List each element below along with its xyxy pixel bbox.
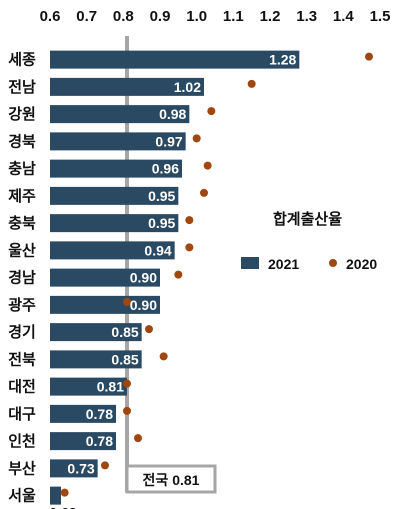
- bar-2021: [50, 377, 127, 396]
- legend: 합계출산율 2021 2020: [241, 211, 377, 272]
- value-label: 1.28: [269, 52, 296, 68]
- category-label: 전남: [8, 79, 36, 96]
- value-label: 1.02: [174, 79, 201, 95]
- x-tick-label: 1.5: [370, 8, 391, 25]
- dot-2020: [60, 488, 69, 497]
- dot-2020: [134, 434, 142, 443]
- x-tick-label: 1.0: [186, 8, 207, 25]
- bar-2021: [50, 459, 98, 478]
- category-label: 전북: [8, 351, 36, 368]
- bar-2021: [50, 159, 182, 178]
- dot-2020: [174, 270, 183, 279]
- dot-2020: [203, 161, 212, 170]
- category-label: 대전: [8, 379, 36, 396]
- category-label: 세종: [8, 52, 36, 69]
- category-label: 울산: [8, 242, 36, 259]
- bar-2021: [50, 186, 179, 205]
- dot-2020: [207, 107, 216, 116]
- value-label: 0.85: [111, 324, 138, 340]
- bars-2021: [50, 50, 300, 505]
- value-label: 0.90: [130, 270, 157, 286]
- bar-2021: [50, 50, 300, 69]
- bar-2021: [50, 350, 142, 369]
- bar-2021: [50, 105, 190, 124]
- value-labels: 1.28 1.02 0.98 0.97 0.96 0.95 0.95 0.94 0.90 0.90…: [49, 52, 296, 509]
- legend-label-2021: 2021: [268, 256, 299, 272]
- bar-2021: [50, 486, 61, 505]
- dot-2020: [159, 352, 168, 361]
- bar-2021: [50, 404, 116, 423]
- value-label: 0.98: [159, 106, 186, 122]
- value-label: 0.97: [155, 133, 182, 149]
- value-label: 0.73: [67, 460, 94, 476]
- bar-2021: [50, 132, 186, 151]
- value-label: 0.95: [148, 215, 175, 231]
- category-label: 부산: [8, 460, 36, 477]
- value-label: 0.78: [86, 433, 113, 449]
- category-label: 충남: [8, 161, 36, 178]
- value-label: 0.90: [130, 297, 157, 313]
- value-label: 0.95: [148, 188, 175, 204]
- bar-2021: [50, 432, 116, 451]
- reference-line-group: 전국 0.81: [125, 36, 217, 494]
- legend-dot-2020: [329, 259, 337, 267]
- dot-2020: [247, 79, 256, 88]
- x-tick-label: 1.2: [260, 8, 281, 25]
- legend-swatch-2021: [241, 257, 259, 269]
- category-label: 강원: [8, 105, 36, 123]
- dot-2020: [365, 52, 373, 61]
- category-label: 제주: [8, 188, 36, 205]
- x-tick-label: 1.1: [223, 8, 244, 25]
- legend-title: 합계출산율: [273, 211, 342, 228]
- value-label: 0.63: [49, 505, 76, 509]
- x-tick-label: 0.6: [40, 8, 61, 25]
- dot-2020: [123, 297, 131, 306]
- value-label: 0.96: [152, 161, 179, 177]
- legend-label-2020: 2020: [346, 256, 377, 272]
- category-label: 충북: [8, 215, 36, 232]
- x-tick-label: 1.3: [296, 8, 317, 25]
- bar-2021: [50, 77, 204, 96]
- bar-2021: [50, 268, 160, 287]
- dot-2020: [145, 325, 153, 334]
- x-tick-label: 1.4: [333, 8, 355, 25]
- reference-label-box: [125, 464, 217, 494]
- dot-2020: [101, 461, 109, 470]
- dot-2020: [123, 406, 131, 415]
- dot-2020: [185, 243, 194, 252]
- bar-2021: [50, 214, 179, 233]
- value-label: 0.85: [111, 351, 138, 367]
- x-tick-label: 0.9: [150, 8, 171, 25]
- category-label: 경기: [8, 323, 36, 341]
- category-label: 서울: [8, 488, 36, 505]
- category-label: 경북: [8, 132, 36, 150]
- dot-2020: [123, 379, 131, 388]
- category-label: 대구: [8, 406, 36, 423]
- value-label: 0.94: [144, 242, 171, 258]
- dot-2020: [200, 188, 208, 197]
- bar-2021: [50, 241, 175, 260]
- category-label: 인천: [8, 432, 36, 450]
- x-tick-label: 0.7: [76, 8, 97, 25]
- category-label: 광주: [8, 296, 36, 314]
- bar-2021: [50, 323, 142, 342]
- x-axis-ticks: 0.6 0.7 0.8 0.9 1.0 1.1 1.2 1.3 1.4 1.5: [40, 8, 391, 25]
- value-label: 0.78: [86, 406, 113, 422]
- dot-2020: [192, 134, 201, 143]
- dots-2020: [60, 52, 373, 497]
- bar-2021: [50, 295, 160, 314]
- category-label: 경남: [8, 269, 36, 287]
- x-tick-label: 0.8: [113, 8, 134, 25]
- value-label: 0.81: [97, 379, 124, 395]
- dot-2020: [185, 216, 194, 225]
- reference-label: 전국 0.81: [143, 472, 200, 488]
